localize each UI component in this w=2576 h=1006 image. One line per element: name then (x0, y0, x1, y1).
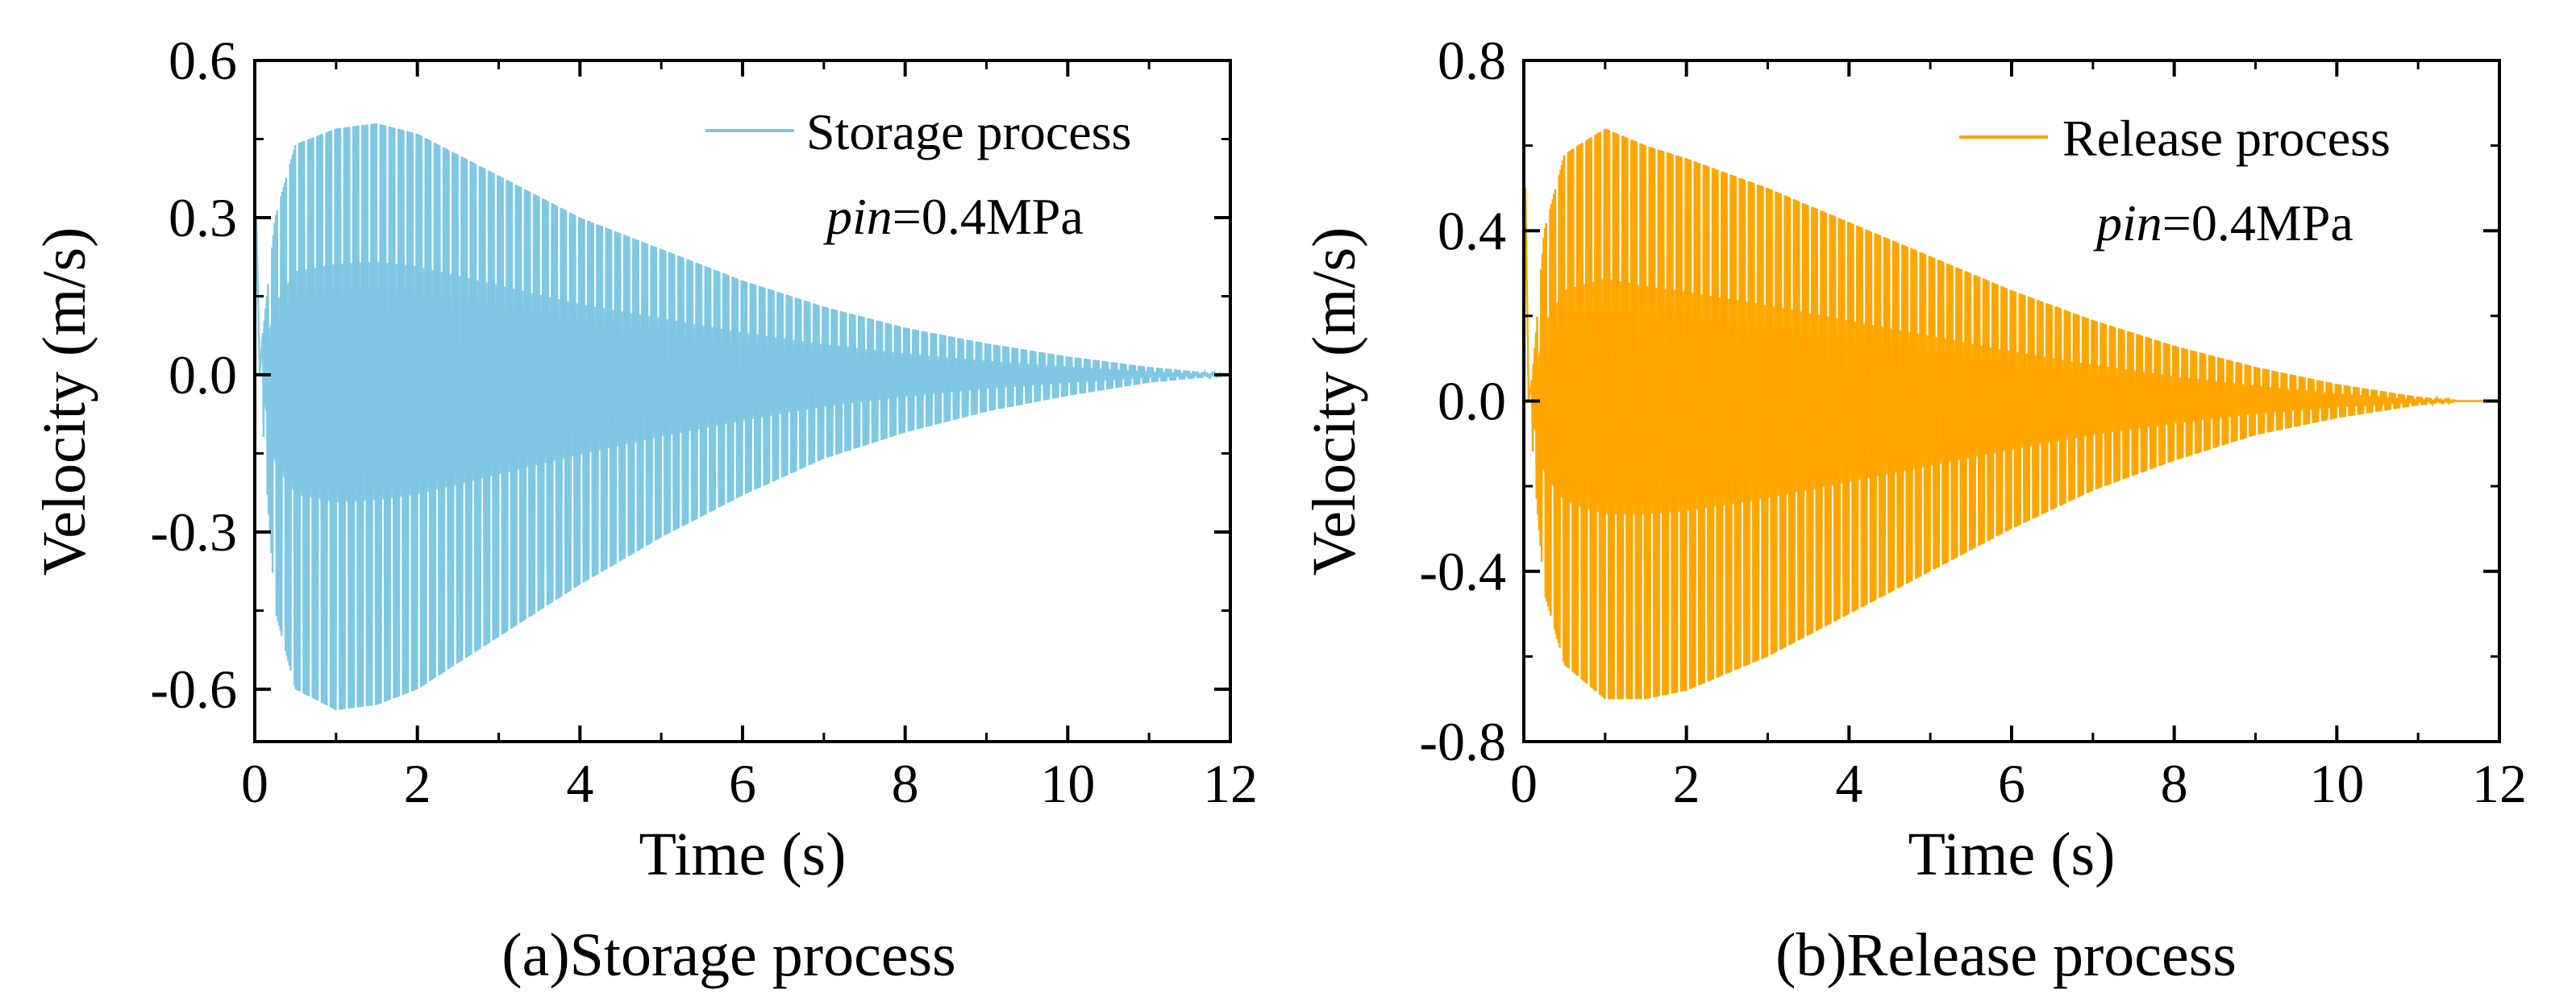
b-caption: (b)Release process (1775, 921, 2237, 989)
a-ticks-layer: 0 2 4 6 8 10 12 -0.6 -0.3 0.0 0.3 0.6 (150, 30, 1258, 814)
b-x-axis-label: Time (s) (1908, 821, 2116, 888)
b-ytick-label: -0.8 (1419, 711, 1506, 772)
a-xtick-label: 4 (566, 753, 593, 814)
b-ytick-label: 0.4 (1438, 200, 1506, 261)
a-annotation-rest: =0.4MPa (893, 188, 1084, 245)
panel-b-release: 0 2 4 6 8 10 12 -0.8 -0.4 0.0 0.4 0.8 Velocity (m/s… (1300, 30, 2527, 989)
a-annotation-symbol: pin (823, 188, 893, 245)
a-xtick-label: 8 (892, 753, 919, 814)
b-ytick-label: -0.4 (1419, 541, 1506, 602)
a-x-axis-label: Time (s) (639, 821, 847, 888)
a-series-core (263, 261, 1231, 502)
b-annotation-symbol: pin (2093, 194, 2162, 252)
a-ytick-label: 0.0 (169, 344, 237, 405)
panel-a-storage: 0 2 4 6 8 10 12 -0.6 -0.3 0.0 0.3 0.6 Velocity (m/s… (31, 30, 1258, 989)
a-y-axis-label: Velocity (m/s) (31, 227, 98, 576)
b-y-axis-label: Velocity (m/s) (1300, 227, 1368, 576)
a-ytick-label: -0.6 (150, 659, 237, 720)
b-xtick-label: 6 (1998, 753, 2025, 814)
a-series-layer (253, 123, 1231, 710)
b-annotation: pin=0.4MPa (2093, 194, 2353, 252)
a-caption: (a)Storage process (501, 921, 955, 989)
a-xtick-label: 0 (241, 753, 268, 814)
a-xtick-label: 10 (1040, 753, 1095, 814)
a-legend-text: Storage process (806, 103, 1131, 160)
b-ticks-layer: 0 2 4 6 8 10 12 -0.8 -0.4 0.0 0.4 0.8 (1419, 30, 2527, 814)
b-xtick-label: 0 (1510, 753, 1538, 814)
b-xtick-label: 12 (2472, 753, 2527, 814)
a-ytick-label: -0.3 (150, 501, 237, 563)
b-annotation-rest: =0.4MPa (2162, 194, 2353, 252)
a-ytick-label: 0.3 (169, 187, 237, 248)
b-xtick-label: 10 (2309, 753, 2364, 814)
b-ytick-label: 0.8 (1438, 30, 1506, 91)
b-legend-text: Release process (2062, 110, 2391, 167)
b-xtick-label: 8 (2161, 753, 2188, 814)
a-xtick-label: 6 (729, 753, 756, 814)
b-series-core (1532, 278, 2499, 514)
a-ytick-label: 0.6 (169, 30, 237, 91)
a-xtick-label: 2 (404, 753, 431, 814)
b-ytick-label: 0.0 (1438, 371, 1506, 432)
a-annotation: pin=0.4MPa (823, 188, 1084, 245)
b-xtick-label: 2 (1673, 753, 1700, 814)
b-series-layer (1522, 128, 2499, 700)
b-xtick-label: 4 (1835, 753, 1862, 814)
a-xtick-label: 12 (1203, 753, 1258, 814)
